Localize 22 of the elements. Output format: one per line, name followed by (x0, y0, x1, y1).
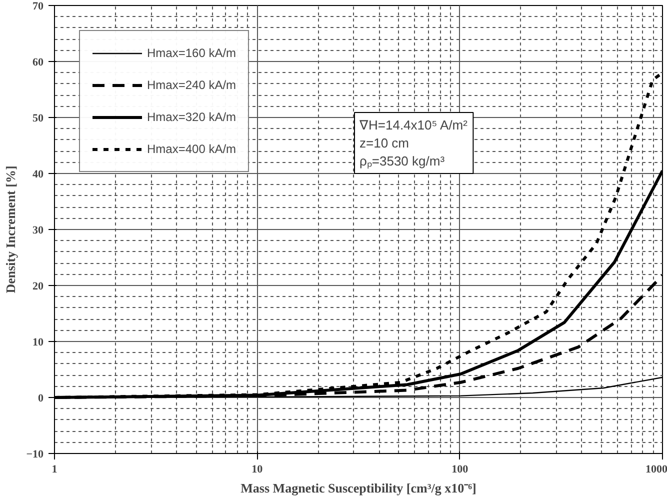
annotation: ρₚ=3530 kg/m³ (360, 154, 446, 170)
legend-label: Hmax=400 kA/m (147, 142, 236, 156)
x-tick-label: 100 (452, 464, 469, 476)
annotation: z=10 cm (360, 136, 409, 150)
y-tick-label: 0 (38, 392, 44, 404)
y-tick-label: 50 (32, 112, 44, 124)
y-tick-label: 60 (32, 56, 44, 68)
x-tick-label: 1 (52, 464, 58, 476)
annotation: ∇H=14.4x10⁵ A/m² (358, 118, 468, 132)
y-tick-label: 70 (32, 0, 44, 12)
y-axis-title: Density Increment [%] (3, 166, 18, 294)
x-tick-label: 10 (252, 464, 264, 476)
y-tick-label: 40 (32, 168, 44, 180)
x-tick-label: 1000 (646, 464, 667, 476)
y-tick-label: 20 (32, 280, 44, 292)
x-axis-title: Mass Magnetic Susceptibility [cm³/g x10⁻⁶] (240, 480, 476, 496)
legend-label: Hmax=160 kA/m (147, 46, 236, 60)
y-tick-label: −10 (26, 448, 44, 460)
legend-label: Hmax=240 kA/m (147, 78, 236, 92)
y-tick-label: 30 (32, 224, 44, 236)
legend-label: Hmax=320 kA/m (147, 110, 236, 124)
y-tick-label: 10 (32, 336, 44, 348)
